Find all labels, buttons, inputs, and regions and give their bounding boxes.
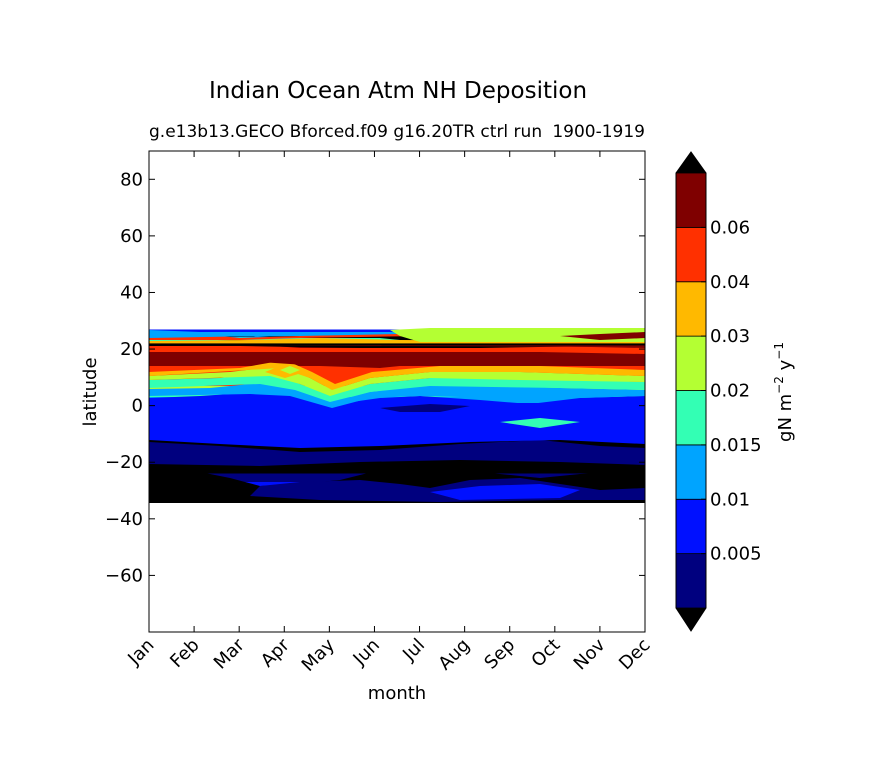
- colorbar-tick-label: 0.005: [710, 544, 762, 565]
- contour-region: [430, 484, 580, 500]
- plot-frame: [148, 150, 646, 633]
- colorbar-label-exp1: −2: [772, 376, 786, 394]
- data-band: [149, 428, 645, 440]
- colorbar-under-arrow: [676, 608, 706, 631]
- colorbar-swatch: [675, 172, 707, 228]
- contour-region: [560, 332, 645, 340]
- contour-region: [149, 330, 260, 338]
- contour-region: [390, 328, 645, 342]
- colorbar-swatch: [675, 335, 707, 391]
- colorbar-swatch: [675, 498, 707, 555]
- y-tick-label: 20: [120, 339, 143, 360]
- chart-title: Indian Ocean Atm NH Deposition: [209, 78, 587, 104]
- colorbar-tick-label: 0.04: [710, 272, 750, 293]
- y-axis-label: latitude: [80, 357, 101, 426]
- plot-area: [148, 150, 646, 633]
- colorbar-tick-label: 0.01: [710, 489, 750, 510]
- y-tick-label: −60: [105, 565, 143, 586]
- x-tick-label: Aug: [434, 635, 474, 675]
- data-band: [149, 411, 645, 420]
- colorbar-label-exp2: −1: [772, 342, 786, 360]
- colorbar-label-mid: y: [775, 359, 796, 376]
- colorbar-tick-label: 0.03: [710, 326, 750, 347]
- y-tick-label: 40: [120, 282, 143, 303]
- colorbar-label-base: gN m: [775, 394, 796, 442]
- contour-region: [280, 366, 300, 374]
- x-tick-label: Dec: [615, 635, 654, 674]
- colorbar-swatch: [675, 281, 707, 337]
- chart-subtitle-left: g.e13b13.GECO Bforced.f09 g16.20TR ctrl …: [149, 122, 542, 142]
- x-tick-label: Feb: [166, 635, 203, 672]
- colorbar-swatch: [675, 444, 707, 500]
- contour-region: [500, 418, 580, 428]
- contour-region: [149, 392, 645, 412]
- colorbar-tick-label: 0.06: [710, 217, 750, 238]
- y-tick-label: 60: [120, 226, 143, 247]
- x-tick-label: Apr: [257, 634, 294, 671]
- contour-region: [149, 440, 645, 466]
- y-tick-label: 80: [120, 169, 143, 190]
- x-tick-label: Oct: [527, 635, 564, 672]
- contour-region: [149, 360, 645, 390]
- data-band: [149, 419, 645, 429]
- x-tick-label: Sep: [480, 635, 519, 674]
- y-axis: 80 60 40 20 0 −20 −40 −60: [105, 169, 645, 586]
- colorbar: 0.005 0.01 0.015 0.02 0.03 0.04 0.06: [675, 151, 762, 632]
- colorbar-over-arrow: [676, 152, 706, 173]
- colorbar-tick-label: 0.02: [710, 381, 750, 402]
- contour-region: [149, 382, 645, 408]
- x-tick-label: Nov: [570, 634, 610, 674]
- contour-region: [149, 430, 645, 448]
- y-tick-label: 0: [132, 396, 143, 417]
- contour-region: [380, 404, 470, 412]
- chart-subtitle-right: 1900-1919: [552, 122, 645, 142]
- contour-edge: [149, 343, 645, 346]
- x-tick-label: Jun: [349, 635, 384, 670]
- contour-region: [149, 338, 645, 344]
- x-tick-label: Mar: [210, 634, 249, 673]
- colorbar-frame: [675, 151, 707, 632]
- y-tick-label: −40: [105, 509, 143, 530]
- colorbar-swatch: [675, 553, 707, 609]
- colorbar-tick-label: 0.015: [710, 435, 762, 456]
- x-tick-label: Jul: [398, 635, 429, 666]
- contour-region: [149, 348, 645, 368]
- x-tick-label: May: [298, 634, 339, 675]
- colorbar-swatch: [675, 226, 707, 283]
- x-tick-label: Jan: [123, 635, 158, 670]
- colorbar-swatch: [675, 390, 707, 446]
- x-axis-label: month: [368, 683, 426, 704]
- colorbar-label: gN m−2 y−1: [772, 342, 796, 442]
- y-tick-label: −20: [105, 452, 143, 473]
